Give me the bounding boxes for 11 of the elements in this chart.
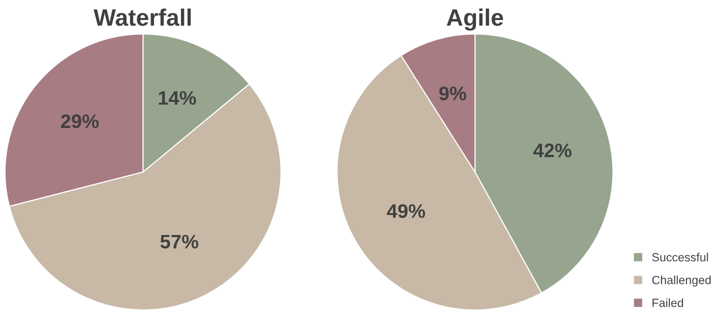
chart-title: Waterfall xyxy=(94,8,191,26)
data-label: 57% xyxy=(160,234,198,249)
data-label: 29% xyxy=(60,114,99,128)
legend-label: Failed xyxy=(652,298,684,308)
chart-title: Agile xyxy=(446,8,504,31)
data-label: 9% xyxy=(439,86,466,100)
data-label: 42% xyxy=(533,144,572,158)
legend-label: Challenged xyxy=(652,276,711,287)
legend-label: Successful xyxy=(652,252,708,262)
data-label: 49% xyxy=(386,204,426,218)
data-label: 14% xyxy=(158,91,196,105)
